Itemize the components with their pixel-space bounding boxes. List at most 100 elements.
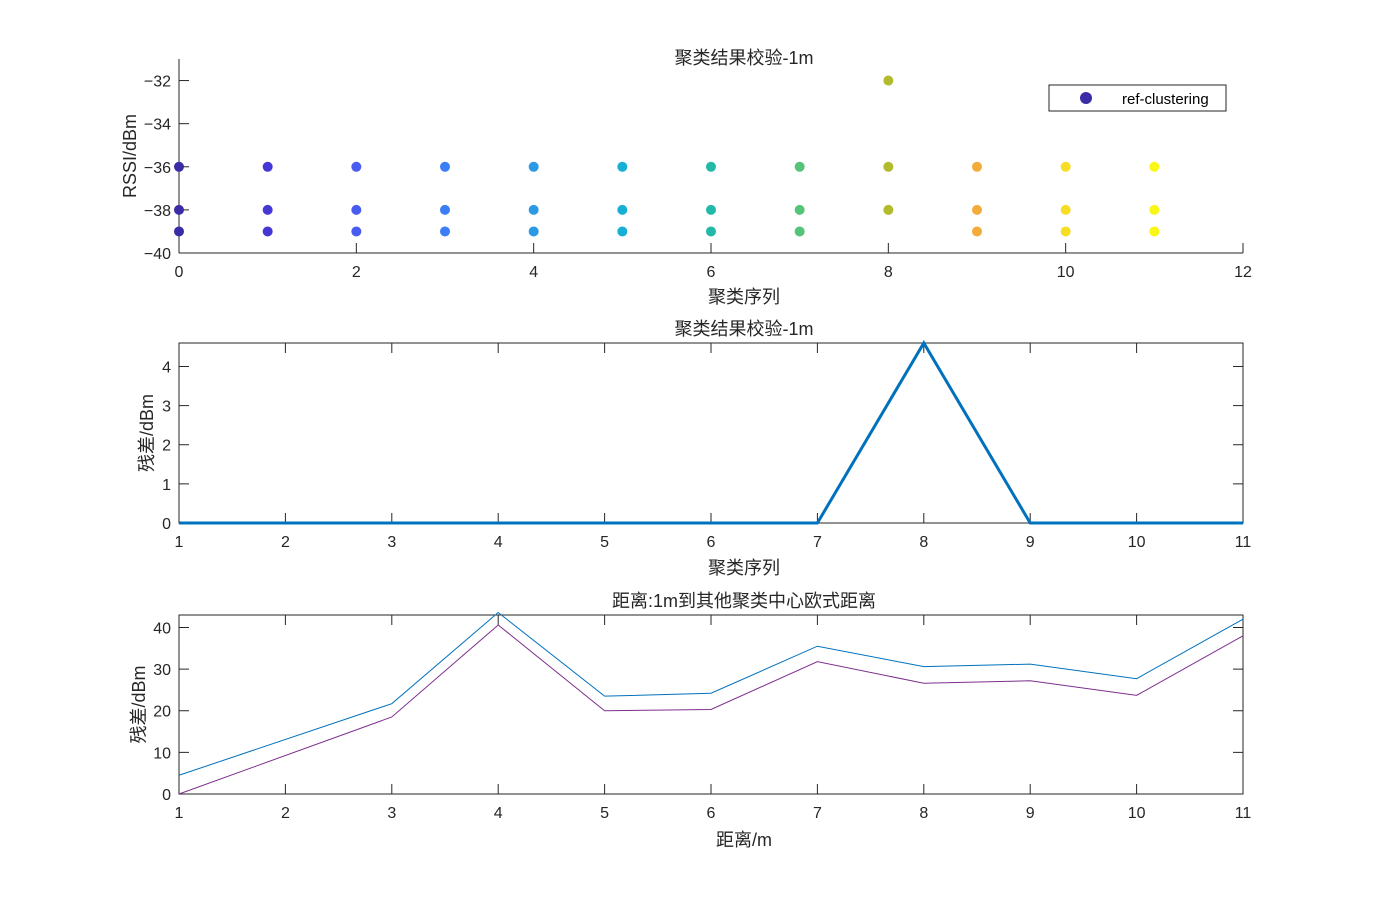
scatter-point <box>1149 204 1160 215</box>
distance-panel: 1 2 3 4 5 6 7 8 9 10 11 0 10 20 30 40 距离:1m到其他聚类中心欧式距离距离… <box>129 591 1251 850</box>
x-tick-label: 9 <box>1026 534 1035 551</box>
scatter-point <box>1060 204 1071 215</box>
chart-title: 聚类结果校验-1m <box>675 48 814 68</box>
scatter-point <box>706 204 716 215</box>
scatter-point <box>262 161 273 172</box>
x-tick-label: 10 <box>1128 805 1146 822</box>
y-tick-label: 4 <box>162 359 171 376</box>
y-axis-label: 残差/dBm <box>129 665 149 743</box>
scatter-point <box>794 161 805 172</box>
axes-box <box>178 614 1244 795</box>
scatter-point <box>794 204 805 215</box>
y-tick-label: −34 <box>144 117 171 134</box>
scatter-point <box>351 161 362 172</box>
scatter-point <box>174 161 184 172</box>
scatter-point <box>351 226 362 237</box>
x-tick-label: 7 <box>813 805 822 822</box>
y-tick-label: 2 <box>162 438 171 455</box>
y-tick-label: −36 <box>144 160 171 177</box>
x-axis-label: 聚类序列 <box>708 558 780 578</box>
axes-box <box>178 342 1244 524</box>
x-tick-label: 4 <box>494 805 503 822</box>
scatter-point <box>174 226 184 237</box>
series-line <box>178 624 1244 795</box>
x-tick-label: 8 <box>884 264 893 281</box>
scatter-point <box>440 204 450 215</box>
scatter-point <box>440 226 450 237</box>
scatter-point <box>706 161 716 172</box>
x-tick-label: 4 <box>494 534 503 551</box>
scatter-point <box>528 204 539 215</box>
scatter-panel: 0 2 4 6 8 10 12 −40 −38 −36 −34 −32 聚类结果校验-1m 聚类序列 RSS… <box>120 48 1252 307</box>
x-tick-label: 2 <box>281 805 290 822</box>
scatter-point <box>1149 226 1160 237</box>
scatter-point <box>440 161 450 172</box>
x-tick-label: 7 <box>813 534 822 551</box>
y-tick-label: 3 <box>162 399 171 416</box>
x-tick-label: 8 <box>919 805 928 822</box>
legend-box <box>1048 84 1227 112</box>
scatter-point <box>794 226 805 237</box>
x-axis-label: 距离/m <box>716 830 772 850</box>
y-tick-label: 40 <box>153 620 171 637</box>
y-tick-label: −32 <box>144 74 171 91</box>
scatter-point <box>262 204 273 215</box>
scatter-point <box>174 204 184 215</box>
y-axis-label: RSSI/dBm <box>120 114 140 198</box>
legend-entry: ref-clustering <box>1122 91 1209 108</box>
y-tick-label: 0 <box>162 787 171 804</box>
x-tick-label: 10 <box>1128 534 1146 551</box>
scatter-point <box>972 161 982 172</box>
x-tick-label: 10 <box>1057 264 1075 281</box>
x-tick-label: 5 <box>600 534 609 551</box>
scatter-point <box>528 161 539 172</box>
legend-marker <box>1080 92 1092 104</box>
y-tick-label: 10 <box>153 745 171 762</box>
series-line <box>178 611 1244 776</box>
y-tick-label: −40 <box>144 246 171 263</box>
y-tick-label: 30 <box>153 662 171 679</box>
x-tick-label: 12 <box>1234 264 1252 281</box>
x-tick-label: 5 <box>600 805 609 822</box>
x-tick-label: 1 <box>175 805 184 822</box>
x-tick-label: 1 <box>175 534 184 551</box>
scatter-point <box>706 226 716 237</box>
x-tick-label: 6 <box>707 805 716 822</box>
scatter-point <box>351 204 362 215</box>
scatter-point <box>1149 161 1160 172</box>
x-tick-label: 2 <box>281 534 290 551</box>
y-tick-label: 20 <box>153 704 171 721</box>
scatter-point <box>617 226 628 237</box>
x-tick-label: 11 <box>1235 805 1252 822</box>
scatter-point <box>972 226 982 237</box>
x-tick-label: 9 <box>1026 805 1035 822</box>
scatter-point <box>972 204 982 215</box>
scatter-point <box>262 226 273 237</box>
scatter-point <box>617 161 628 172</box>
scatter-point <box>1060 226 1071 237</box>
y-tick-label: 0 <box>162 516 171 533</box>
x-tick-label: 11 <box>1235 534 1252 551</box>
x-tick-label: 6 <box>707 534 716 551</box>
x-tick-label: 8 <box>919 534 928 551</box>
y-tick-label: −38 <box>144 203 171 220</box>
scatter-point <box>883 204 894 215</box>
scatter-point <box>883 75 894 86</box>
chart-title: 距离:1m到其他聚类中心欧式距离 <box>612 591 876 611</box>
scatter-point <box>1060 161 1071 172</box>
x-tick-label: 0 <box>175 264 184 281</box>
legend: ref-clustering <box>1048 84 1227 112</box>
chart-title: 聚类结果校验-1m <box>675 319 814 339</box>
x-tick-label: 4 <box>529 264 538 281</box>
x-tick-label: 6 <box>707 264 716 281</box>
y-tick-label: 1 <box>162 477 171 494</box>
x-tick-label: 2 <box>352 264 361 281</box>
scatter-point <box>617 204 628 215</box>
x-axis-label: 聚类序列 <box>708 287 780 307</box>
y-axis-label: 残差/dBm <box>137 394 157 472</box>
scatter-point <box>883 161 894 172</box>
series-line <box>179 340 1243 525</box>
x-tick-label: 3 <box>387 534 396 551</box>
